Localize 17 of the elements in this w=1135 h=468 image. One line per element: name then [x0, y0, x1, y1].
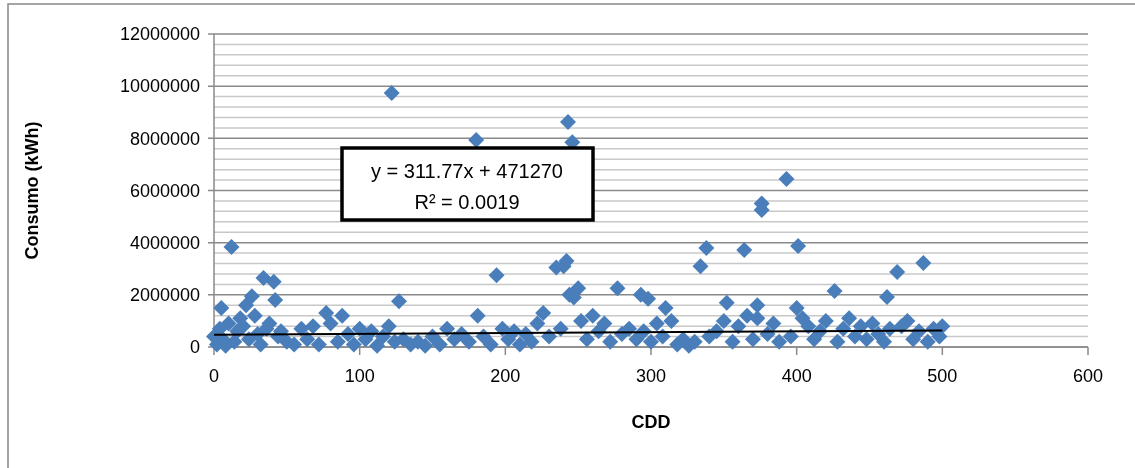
y-tick-label: 2000000: [129, 285, 200, 306]
x-tick-label: 100: [344, 366, 375, 386]
y-tick-label: 4000000: [129, 232, 200, 253]
x-axis-title: CDD: [631, 412, 671, 432]
x-tick-label: 600: [1072, 366, 1104, 386]
x-tick-label: 400: [781, 366, 812, 386]
y-tick-label: 0: [189, 337, 200, 358]
x-tick-label: 200: [490, 366, 521, 386]
y-tick-label: 10000000: [119, 76, 200, 97]
annotation: y = 311.77x + 471270 R² = 0.0019: [370, 160, 564, 213]
x-tick-label: 300: [635, 366, 667, 386]
y-tick-label: 12000000: [119, 24, 200, 45]
x-tick-label: 500: [927, 366, 958, 386]
y-tick-label: 6000000: [129, 180, 200, 201]
y-axis-title: Consumo (kWh): [22, 121, 42, 260]
y-tick-label: 8000000: [129, 128, 200, 149]
x-tick-label: 0: [208, 366, 220, 386]
